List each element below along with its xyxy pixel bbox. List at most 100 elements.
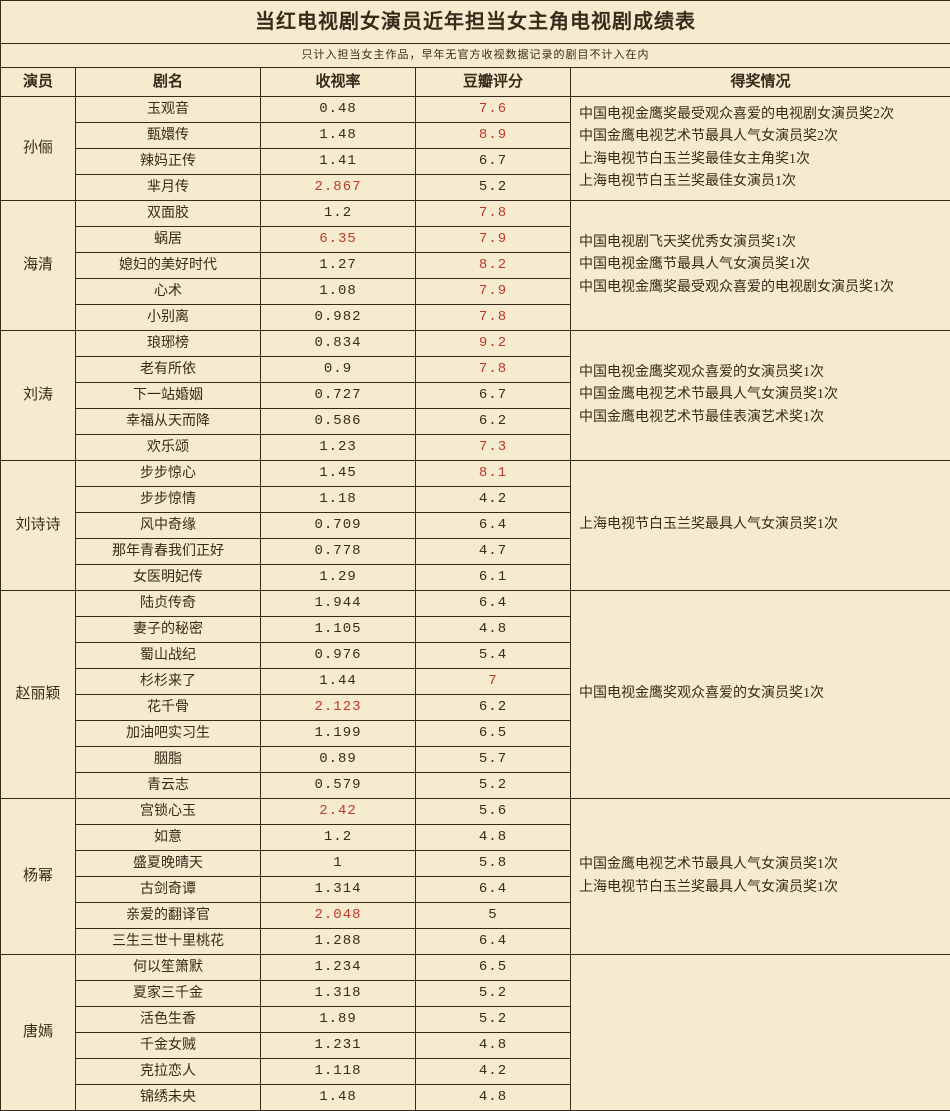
score-value: 9.2 <box>416 331 571 357</box>
score-value: 5.6 <box>416 799 571 825</box>
score-value: 4.2 <box>416 487 571 513</box>
score-value: 7.8 <box>416 201 571 227</box>
score-value: 5.2 <box>416 981 571 1007</box>
rating-value: 0.709 <box>261 513 416 539</box>
drama-name: 何以笙箫默 <box>76 955 261 981</box>
table-container: 当红电视剧女演员近年担当女主角电视剧成绩表只计入担当女主作品，早年无官方收视数据… <box>0 0 950 1111</box>
rating-value: 1.41 <box>261 149 416 175</box>
score-value: 6.5 <box>416 955 571 981</box>
score-value: 6.4 <box>416 877 571 903</box>
rating-value: 1.318 <box>261 981 416 1007</box>
score-value: 5.2 <box>416 1007 571 1033</box>
rating-value: 1.118 <box>261 1059 416 1085</box>
header-awards: 得奖情况 <box>571 67 950 97</box>
score-value: 6.4 <box>416 513 571 539</box>
actor-name: 刘涛 <box>1 331 76 461</box>
score-value: 6.2 <box>416 695 571 721</box>
score-value: 5.4 <box>416 643 571 669</box>
awards-cell: 中国金鹰电视艺术节最具人气女演员奖1次上海电视节白玉兰奖最具人气女演员奖1次 <box>571 799 950 955</box>
header-drama: 剧名 <box>76 67 261 97</box>
drama-name: 杉杉来了 <box>76 669 261 695</box>
score-value: 4.8 <box>416 617 571 643</box>
table-row: 唐嫣何以笙箫默1.2346.5 <box>1 955 950 981</box>
score-value: 7.8 <box>416 357 571 383</box>
rating-value: 1 <box>261 851 416 877</box>
awards-cell <box>571 955 950 1111</box>
actor-name: 杨幂 <box>1 799 76 955</box>
rating-value: 0.834 <box>261 331 416 357</box>
rating-value: 0.727 <box>261 383 416 409</box>
drama-name: 幸福从天而降 <box>76 409 261 435</box>
drama-name: 那年青春我们正好 <box>76 539 261 565</box>
main-table: 当红电视剧女演员近年担当女主角电视剧成绩表只计入担当女主作品，早年无官方收视数据… <box>0 0 950 1111</box>
drama-name: 陆贞传奇 <box>76 591 261 617</box>
table-row: 海清双面胶1.27.8中国电视剧飞天奖优秀女演员奖1次中国电视金鹰节最具人气女演… <box>1 201 950 227</box>
table-row: 杨幂宫锁心玉2.425.6中国金鹰电视艺术节最具人气女演员奖1次上海电视节白玉兰… <box>1 799 950 825</box>
score-value: 5.7 <box>416 747 571 773</box>
score-value: 5.8 <box>416 851 571 877</box>
rating-value: 1.23 <box>261 435 416 461</box>
drama-name: 古剑奇谭 <box>76 877 261 903</box>
score-value: 7.9 <box>416 279 571 305</box>
score-value: 4.7 <box>416 539 571 565</box>
drama-name: 锦绣未央 <box>76 1085 261 1111</box>
score-value: 8.1 <box>416 461 571 487</box>
rating-value: 2.42 <box>261 799 416 825</box>
awards-cell: 上海电视节白玉兰奖最具人气女演员奖1次 <box>571 461 950 591</box>
drama-name: 三生三世十里桃花 <box>76 929 261 955</box>
score-value: 6.7 <box>416 383 571 409</box>
drama-name: 甄嬛传 <box>76 123 261 149</box>
drama-name: 玉观音 <box>76 97 261 123</box>
score-value: 8.9 <box>416 123 571 149</box>
drama-name: 下一站婚姻 <box>76 383 261 409</box>
score-value: 4.8 <box>416 1085 571 1111</box>
drama-name: 步步惊心 <box>76 461 261 487</box>
rating-value: 1.105 <box>261 617 416 643</box>
rating-value: 2.123 <box>261 695 416 721</box>
score-value: 4.8 <box>416 1033 571 1059</box>
score-value: 7.9 <box>416 227 571 253</box>
table-row: 赵丽颖陆贞传奇1.9446.4中国电视金鹰奖观众喜爱的女演员奖1次 <box>1 591 950 617</box>
rating-value: 1.2 <box>261 201 416 227</box>
actor-name: 赵丽颖 <box>1 591 76 799</box>
score-value: 7.6 <box>416 97 571 123</box>
table-row: 孙俪玉观音0.487.6中国电视金鹰奖最受观众喜爱的电视剧女演员奖2次中国金鹰电… <box>1 97 950 123</box>
awards-cell: 中国电视金鹰奖最受观众喜爱的电视剧女演员奖2次中国金鹰电视艺术节最具人气女演员奖… <box>571 97 950 201</box>
drama-name: 千金女贼 <box>76 1033 261 1059</box>
drama-name: 活色生香 <box>76 1007 261 1033</box>
rating-value: 1.234 <box>261 955 416 981</box>
actor-name: 孙俪 <box>1 97 76 201</box>
drama-name: 风中奇缘 <box>76 513 261 539</box>
drama-name: 女医明妃传 <box>76 565 261 591</box>
table-row: 刘涛琅琊榜0.8349.2中国电视金鹰奖观众喜爱的女演员奖1次中国金鹰电视艺术节… <box>1 331 950 357</box>
rating-value: 2.867 <box>261 175 416 201</box>
table-row: 刘诗诗步步惊心1.458.1上海电视节白玉兰奖最具人气女演员奖1次 <box>1 461 950 487</box>
actor-name: 海清 <box>1 201 76 331</box>
rating-value: 1.27 <box>261 253 416 279</box>
rating-value: 0.89 <box>261 747 416 773</box>
rating-value: 0.9 <box>261 357 416 383</box>
table-title: 当红电视剧女演员近年担当女主角电视剧成绩表 <box>1 1 950 44</box>
rating-value: 1.48 <box>261 123 416 149</box>
rating-value: 1.18 <box>261 487 416 513</box>
awards-cell: 中国电视金鹰奖观众喜爱的女演员奖1次 <box>571 591 950 799</box>
drama-name: 蜀山战纪 <box>76 643 261 669</box>
drama-name: 辣妈正传 <box>76 149 261 175</box>
rating-value: 2.048 <box>261 903 416 929</box>
rating-value: 1.199 <box>261 721 416 747</box>
score-value: 5 <box>416 903 571 929</box>
score-value: 6.4 <box>416 929 571 955</box>
rating-value: 1.314 <box>261 877 416 903</box>
drama-name: 胭脂 <box>76 747 261 773</box>
rating-value: 1.44 <box>261 669 416 695</box>
drama-name: 加油吧实习生 <box>76 721 261 747</box>
rating-value: 1.944 <box>261 591 416 617</box>
rating-value: 0.976 <box>261 643 416 669</box>
drama-name: 夏家三千金 <box>76 981 261 1007</box>
drama-name: 宫锁心玉 <box>76 799 261 825</box>
score-value: 4.8 <box>416 825 571 851</box>
rating-value: 1.231 <box>261 1033 416 1059</box>
rating-value: 1.08 <box>261 279 416 305</box>
drama-name: 心术 <box>76 279 261 305</box>
rating-value: 1.45 <box>261 461 416 487</box>
